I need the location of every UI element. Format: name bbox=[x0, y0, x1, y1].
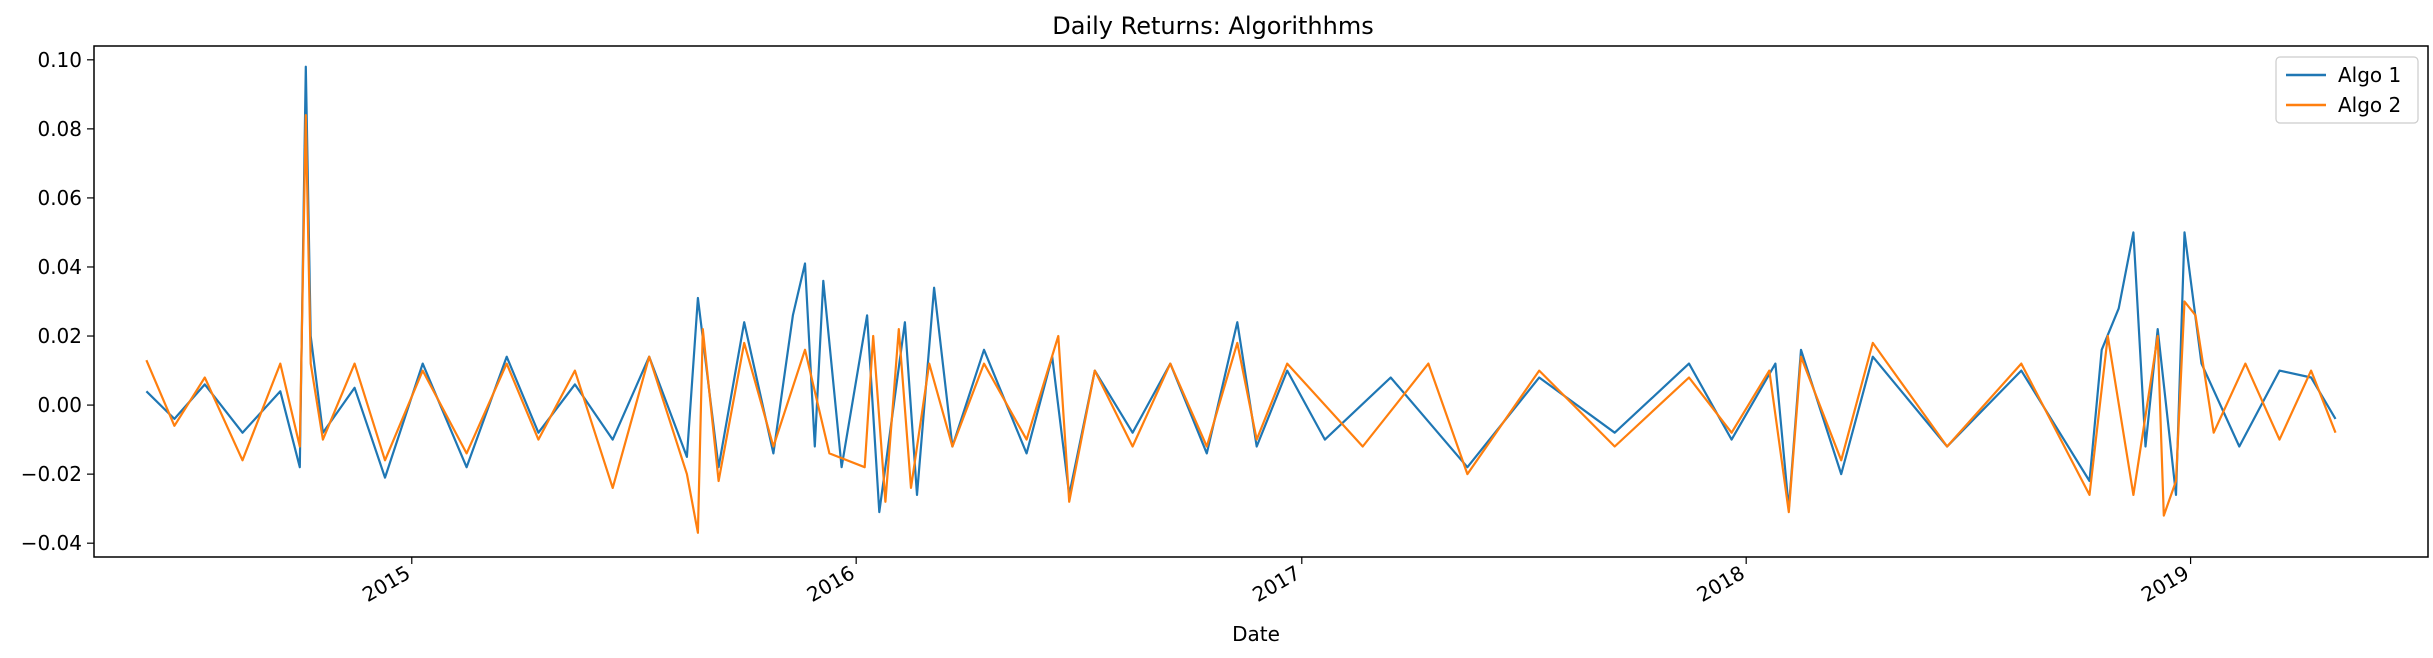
legend-box bbox=[2275, 56, 2419, 124]
y-tick-label: 0.06 bbox=[37, 186, 82, 210]
y-tick-label: −0.04 bbox=[21, 531, 82, 555]
y-tick-label: 0.04 bbox=[37, 255, 82, 279]
plot-frame bbox=[93, 45, 2429, 558]
y-tick-label: 0.08 bbox=[37, 117, 82, 141]
series-line-algo-2 bbox=[145, 114, 2337, 534]
chart-title: Daily Returns: Algorithhms bbox=[1052, 12, 1373, 40]
legend-label-algo-2: Algo 2 bbox=[2338, 93, 2401, 117]
y-tick-label: 0.02 bbox=[37, 324, 82, 348]
y-tick-label: 0.10 bbox=[37, 48, 82, 72]
x-tick-label: 2017 bbox=[1248, 561, 1304, 607]
x-tick-label: 2019 bbox=[2137, 561, 2193, 607]
x-tick-label: 2016 bbox=[803, 561, 859, 607]
y-axis: −0.04 −0.02 0.00 0.02 0.04 0.06 0.08 0.10 bbox=[21, 48, 94, 555]
x-tick-label: 2015 bbox=[358, 561, 414, 607]
y-tick-label: −0.02 bbox=[21, 462, 82, 486]
legend: Algo 1 Algo 2 bbox=[2275, 56, 2419, 124]
x-axis-label: Date bbox=[1232, 622, 1280, 646]
series-line-algo-1 bbox=[145, 65, 2337, 514]
y-tick-label: 0.00 bbox=[37, 393, 82, 417]
x-axis: 2015 2016 2017 2018 2019 bbox=[358, 557, 2193, 607]
legend-label-algo-1: Algo 1 bbox=[2338, 63, 2401, 87]
x-tick-label: 2018 bbox=[1693, 561, 1749, 607]
series-layer bbox=[145, 65, 2337, 534]
